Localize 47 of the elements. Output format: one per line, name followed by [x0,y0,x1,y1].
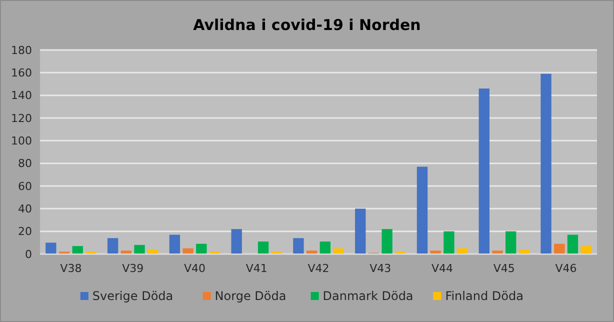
bar [196,244,207,254]
legend-label: Finland Döda [445,289,524,303]
x-tick-label: V46 [555,262,577,275]
bar [540,74,552,254]
bar [492,250,503,254]
x-tick-label: V44 [432,262,454,275]
chart-title: Avlidna i covid-19 i Norden [193,16,421,34]
y-tick-label: 140 [11,89,32,102]
y-tick-label: 0 [25,248,32,261]
y-tick-label: 80 [18,157,32,170]
x-tick-label: V42 [308,262,330,275]
y-tick-label: 20 [18,225,32,238]
bar [107,238,118,254]
y-tick-label: 100 [11,134,32,148]
bar [355,208,366,254]
bar [169,234,180,254]
bar [293,238,304,254]
bar [182,248,194,254]
y-tick-label: 60 [18,180,32,193]
bar [320,242,331,254]
x-tick-label: V45 [493,262,515,275]
legend-label: Danmark Döda [322,289,414,303]
y-tick-label: 120 [11,112,32,125]
x-tick-label: V41 [246,262,268,275]
bar [478,88,490,254]
bar [554,244,565,254]
bar [258,242,269,254]
legend-label: Norge Döda [214,289,286,303]
bar [382,229,392,254]
bar [333,248,344,254]
bar [134,244,145,254]
bar [506,231,516,254]
bar [567,234,578,254]
y-tick-label: 160 [11,66,32,80]
bar [72,246,83,254]
y-tick-label: 40 [18,202,32,216]
y-tick-label: 180 [11,44,32,57]
x-tick-label: V38 [60,262,82,275]
bar [416,166,428,254]
x-tick-label: V43 [370,262,392,275]
x-tick-label: V40 [184,262,206,275]
bar [444,231,454,254]
x-tick-label: V39 [122,262,144,275]
bar [580,246,592,254]
bar [231,229,242,254]
bar [46,242,56,254]
legend-label: Sverige Döda [92,289,174,303]
